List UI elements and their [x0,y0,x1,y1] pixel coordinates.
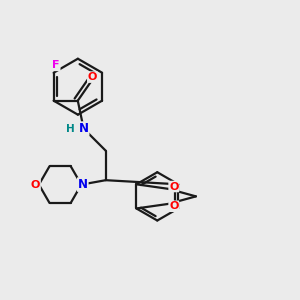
Text: N: N [79,122,89,135]
Text: H: H [66,124,75,134]
Text: O: O [169,182,178,191]
Text: O: O [169,201,178,211]
Text: F: F [52,60,60,70]
Text: O: O [31,180,40,190]
Text: O: O [88,72,97,82]
Text: N: N [78,178,88,191]
